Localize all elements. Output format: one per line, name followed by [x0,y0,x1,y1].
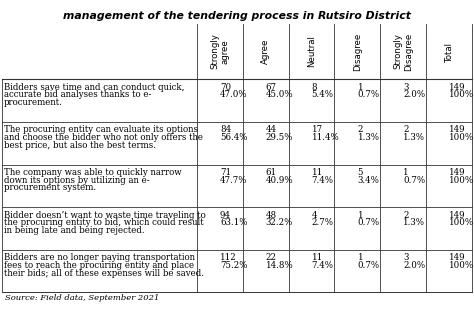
Text: 75.2%: 75.2% [220,261,247,270]
Text: Bidder doesn’t want to waste time traveling to: Bidder doesn’t want to waste time travel… [4,211,206,220]
Text: Bidders are no longer paying transportation: Bidders are no longer paying transportat… [4,253,195,262]
Text: 22: 22 [266,253,277,262]
Text: 14.8%: 14.8% [266,261,293,270]
Text: 149: 149 [449,126,466,135]
Text: 5.4%: 5.4% [311,91,334,100]
Text: 1: 1 [357,253,363,262]
Text: 40.9%: 40.9% [266,176,293,185]
Text: 5: 5 [357,168,363,177]
Text: 70: 70 [220,83,231,92]
Text: the procuring entity to bid, which could result: the procuring entity to bid, which could… [4,218,204,227]
Text: Strongly
Disagree: Strongly Disagree [393,32,413,71]
Text: 0.7%: 0.7% [357,261,380,270]
Text: 48: 48 [266,211,277,220]
Text: 100%: 100% [449,91,474,100]
Text: 67: 67 [266,83,277,92]
Text: The company was able to quickly narrow: The company was able to quickly narrow [4,168,182,177]
Text: 149: 149 [449,211,466,220]
Text: Total: Total [445,42,454,61]
Text: 3: 3 [403,253,409,262]
Text: their bids; all of these expenses will be saved.: their bids; all of these expenses will b… [4,268,204,277]
Text: 7.4%: 7.4% [311,261,334,270]
Text: 2: 2 [403,211,409,220]
Text: Bidders save time and can conduct quick,: Bidders save time and can conduct quick, [4,83,184,92]
Text: 100%: 100% [449,176,474,185]
Text: 0.7%: 0.7% [357,91,380,100]
Text: 94: 94 [220,211,231,220]
Text: 17: 17 [311,126,323,135]
Text: down its options by utilizing an e-: down its options by utilizing an e- [4,176,150,185]
Text: 11: 11 [311,253,323,262]
Text: 2: 2 [403,126,409,135]
Text: Strongly
agree: Strongly agree [210,33,229,69]
Text: 2.7%: 2.7% [311,218,334,227]
Text: 1.3%: 1.3% [403,133,425,142]
Text: 84: 84 [220,126,231,135]
Text: 1.3%: 1.3% [403,218,425,227]
Text: 100%: 100% [449,218,474,227]
Text: 56.4%: 56.4% [220,133,247,142]
Text: 0.7%: 0.7% [357,218,380,227]
Text: 100%: 100% [449,261,474,270]
Text: 45.0%: 45.0% [266,91,293,100]
Text: 7.4%: 7.4% [311,176,334,185]
Text: 149: 149 [449,253,466,262]
Text: Neutral: Neutral [307,36,316,68]
Text: 0.7%: 0.7% [403,176,425,185]
Text: 2.0%: 2.0% [403,261,425,270]
Text: 112: 112 [220,253,237,262]
Text: 1.3%: 1.3% [357,133,379,142]
Text: 47.0%: 47.0% [220,91,247,100]
Text: 29.5%: 29.5% [266,133,293,142]
Text: The procuring entity can evaluate its options: The procuring entity can evaluate its op… [4,126,198,135]
Text: 3: 3 [403,83,409,92]
Text: 149: 149 [449,83,466,92]
Text: and choose the bidder who not only offers the: and choose the bidder who not only offer… [4,133,203,142]
Text: 8: 8 [311,83,317,92]
Text: 2.0%: 2.0% [403,91,425,100]
Text: 3.4%: 3.4% [357,176,379,185]
Text: 4: 4 [311,211,317,220]
Text: Disagree: Disagree [353,32,362,71]
Text: procurement.: procurement. [4,98,63,107]
Text: 47.7%: 47.7% [220,176,247,185]
Text: 2: 2 [357,126,363,135]
Text: procurement system.: procurement system. [4,183,96,192]
Text: 149: 149 [449,168,466,177]
Bar [2,24,472,79]
Text: 44: 44 [266,126,277,135]
Text: 11: 11 [311,168,323,177]
Text: Source: Field data, September 2021: Source: Field data, September 2021 [5,294,159,302]
Text: 71: 71 [220,168,231,177]
Text: in being late and being rejected.: in being late and being rejected. [4,226,145,235]
Text: 100%: 100% [449,133,474,142]
Text: fees to reach the procuring entity and place: fees to reach the procuring entity and p… [4,261,194,270]
Text: 1: 1 [403,168,409,177]
Text: 32.2%: 32.2% [266,218,293,227]
Text: accurate bid analyses thanks to e-: accurate bid analyses thanks to e- [4,91,151,100]
Text: 63.1%: 63.1% [220,218,247,227]
Text: management of the tendering process in Rutsiro District: management of the tendering process in R… [63,11,411,21]
Text: 1: 1 [357,211,363,220]
Text: 11.4%: 11.4% [311,133,339,142]
Text: 1: 1 [357,83,363,92]
Text: 61: 61 [266,168,277,177]
Text: Agree: Agree [261,39,270,64]
Text: best price, but also the best terms.: best price, but also the best terms. [4,141,156,150]
